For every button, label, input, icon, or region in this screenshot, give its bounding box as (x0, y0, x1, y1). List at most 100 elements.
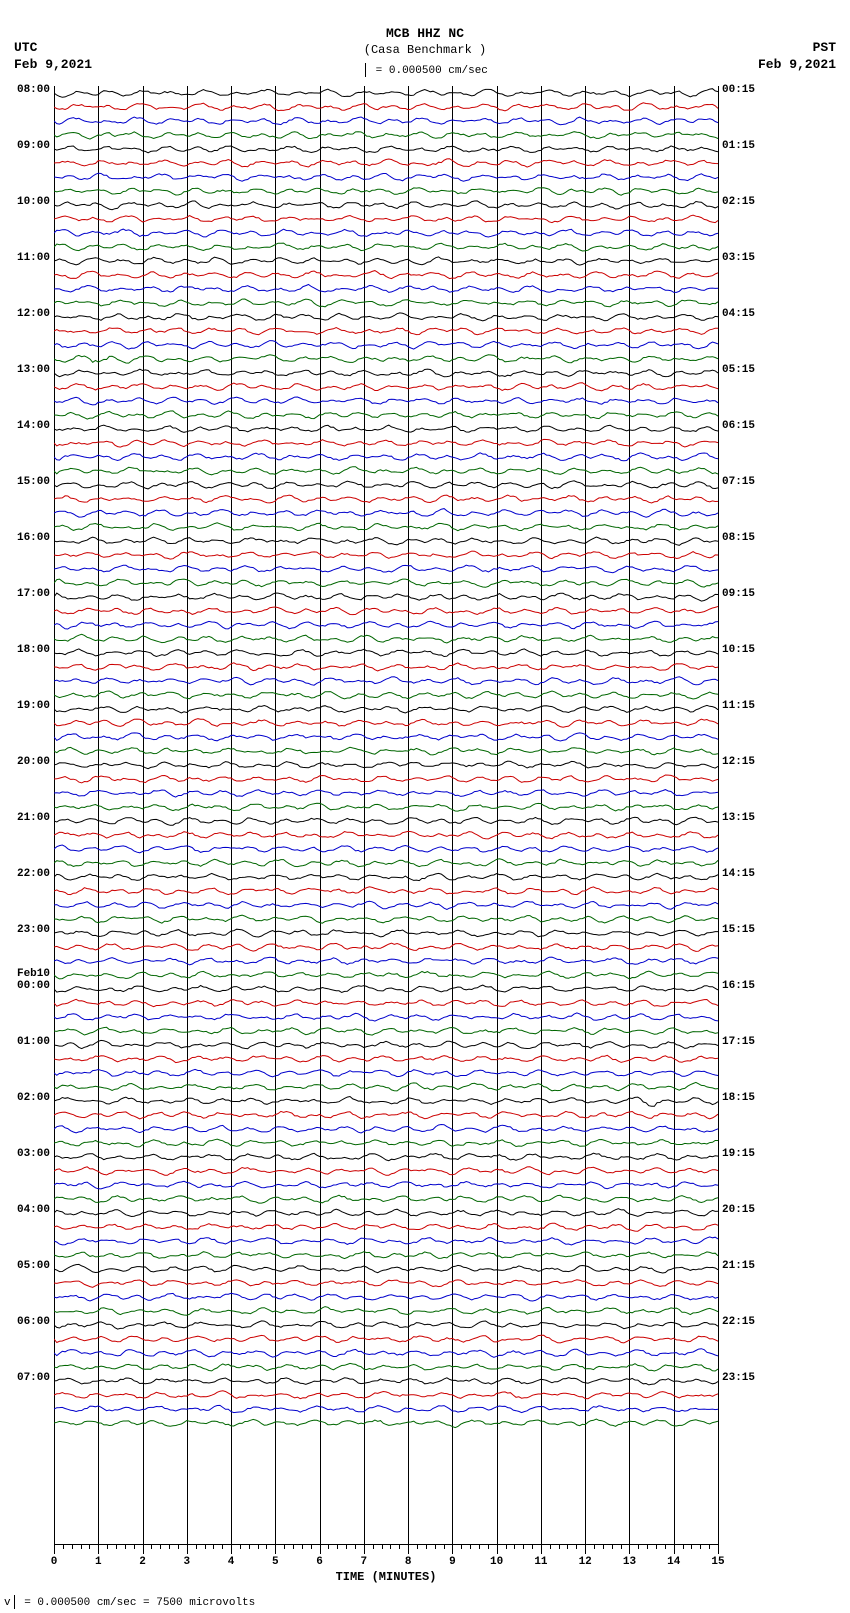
trace-row (54, 1418, 718, 1432)
utc-time-label: Feb1000:00 (17, 980, 54, 992)
x-tick-label: 1 (95, 1556, 102, 1568)
pst-time-label: 14:15 (718, 868, 755, 880)
footer-prefix: v (4, 1597, 11, 1609)
station-subtitle: (Casa Benchmark ) (0, 43, 850, 59)
pst-time-label: 12:15 (718, 756, 755, 768)
footer-scale: v = 0.000500 cm/sec = 7500 microvolts (4, 1595, 255, 1609)
x-tick-major (231, 1544, 232, 1554)
x-tick-minor (621, 1544, 622, 1549)
x-tick-major (275, 1544, 276, 1554)
scale-bar-icon (14, 1595, 15, 1609)
x-tick-minor (691, 1544, 692, 1549)
pst-time-label: 19:15 (718, 1148, 755, 1160)
x-tick-minor (169, 1544, 170, 1549)
x-tick-label: 2 (139, 1556, 146, 1568)
x-tick-minor (284, 1544, 285, 1549)
x-tick-label: 9 (449, 1556, 456, 1568)
x-tick-minor (125, 1544, 126, 1549)
x-tick-minor (134, 1544, 135, 1549)
x-tick-minor (72, 1544, 73, 1549)
utc-time-label: 16:00 (17, 532, 54, 544)
x-tick-minor (523, 1544, 524, 1549)
utc-time-label: 14:00 (17, 420, 54, 432)
x-tick-major (143, 1544, 144, 1554)
pst-time-label: 23:15 (718, 1372, 755, 1384)
x-tick-label: 6 (316, 1556, 323, 1568)
x-tick-minor (258, 1544, 259, 1549)
x-tick-major (364, 1544, 365, 1554)
utc-time-label: 10:00 (17, 196, 54, 208)
x-tick-major (187, 1544, 188, 1554)
x-tick-minor (612, 1544, 613, 1549)
pst-date: Feb 9,2021 (758, 57, 836, 74)
x-tick-minor (514, 1544, 515, 1549)
x-tick-minor (390, 1544, 391, 1549)
utc-time-label: 17:00 (17, 588, 54, 600)
x-tick-minor (328, 1544, 329, 1549)
pst-time-label: 18:15 (718, 1092, 755, 1104)
x-tick-minor (107, 1544, 108, 1549)
utc-tz: UTC (14, 40, 92, 57)
scale-bar-icon (365, 63, 366, 77)
x-tick-minor (683, 1544, 684, 1549)
x-tick-minor (116, 1544, 117, 1549)
utc-time-label: 06:00 (17, 1316, 54, 1328)
pst-time-label: 16:15 (718, 980, 755, 992)
pst-time-label: 08:15 (718, 532, 755, 544)
x-tick-minor (506, 1544, 507, 1549)
x-tick-major (497, 1544, 498, 1554)
x-tick-minor (311, 1544, 312, 1549)
x-tick-minor (382, 1544, 383, 1549)
x-tick-major (98, 1544, 99, 1554)
x-tick-label: 15 (711, 1556, 724, 1568)
pst-tz: PST (758, 40, 836, 57)
utc-time-label: 20:00 (17, 756, 54, 768)
utc-time-label: 03:00 (17, 1148, 54, 1160)
x-tick-minor (63, 1544, 64, 1549)
pst-time-label: 20:15 (718, 1204, 755, 1216)
x-tick-label: 0 (51, 1556, 58, 1568)
x-tick-minor (647, 1544, 648, 1549)
pst-time-label: 22:15 (718, 1316, 755, 1328)
pst-time-label: 06:15 (718, 420, 755, 432)
utc-time-label: 22:00 (17, 868, 54, 880)
pst-time-label: 04:15 (718, 308, 755, 320)
pst-time-label: 00:15 (718, 84, 755, 96)
x-tick-label: 5 (272, 1556, 279, 1568)
x-tick-minor (576, 1544, 577, 1549)
x-tick-minor (89, 1544, 90, 1549)
x-tick-minor (594, 1544, 595, 1549)
x-tick-minor (346, 1544, 347, 1549)
utc-time-label: 23:00 (17, 924, 54, 936)
pst-time-label: 15:15 (718, 924, 755, 936)
x-tick-minor (222, 1544, 223, 1549)
x-tick-minor (417, 1544, 418, 1549)
x-tick-label: 4 (228, 1556, 235, 1568)
utc-time-label: 12:00 (17, 308, 54, 320)
x-tick-minor (709, 1544, 710, 1549)
x-tick-minor (479, 1544, 480, 1549)
x-tick-minor (293, 1544, 294, 1549)
x-tick-minor (160, 1544, 161, 1549)
pst-time-label: 09:15 (718, 588, 755, 600)
utc-time-label: 11:00 (17, 252, 54, 264)
x-tick-minor (399, 1544, 400, 1549)
x-tick-minor (567, 1544, 568, 1549)
scale-indicator: = 0.000500 cm/sec (0, 63, 850, 77)
utc-time-label: 13:00 (17, 364, 54, 376)
pst-time-label: 17:15 (718, 1036, 755, 1048)
x-tick-minor (656, 1544, 657, 1549)
utc-time-label: 01:00 (17, 1036, 54, 1048)
pst-time-label: 01:15 (718, 140, 755, 152)
x-tick-minor (178, 1544, 179, 1549)
utc-time-label: 04:00 (17, 1204, 54, 1216)
station-title: MCB HHZ NC (0, 26, 850, 43)
x-tick-minor (196, 1544, 197, 1549)
x-tick-minor (373, 1544, 374, 1549)
x-tick-minor (337, 1544, 338, 1549)
x-axis: TIME (MINUTES) 0123456789101112131415 (54, 1544, 718, 1584)
pst-time-label: 07:15 (718, 476, 755, 488)
x-tick-minor (81, 1544, 82, 1549)
footer-text: = 0.000500 cm/sec = 7500 microvolts (18, 1597, 256, 1609)
x-tick-label: 14 (667, 1556, 680, 1568)
